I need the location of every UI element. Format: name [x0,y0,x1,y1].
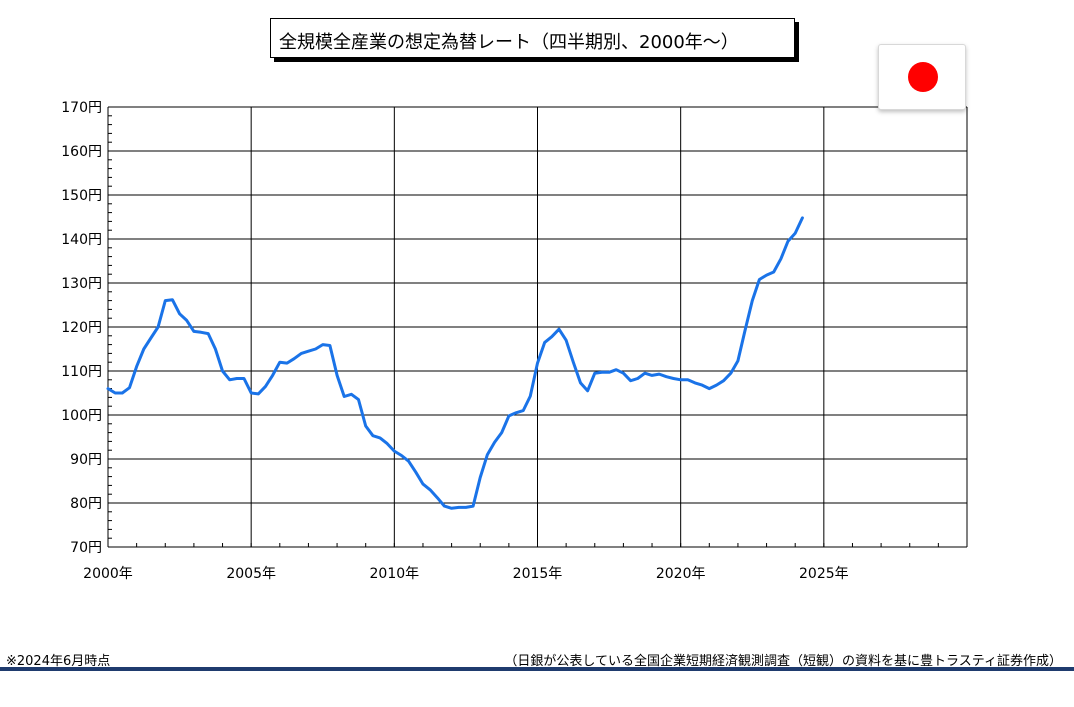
x-tick-label: 2015年 [513,566,563,582]
y-tick-label: 70円 [70,540,102,556]
y-tick-label: 150円 [61,188,102,204]
y-tick-label: 100円 [61,408,102,424]
y-tick-label: 140円 [61,232,102,248]
x-axis-ticks: 2000年 2005年 2010年 2015年 2020年 2025年 [83,566,848,582]
exchange-rate-line [106,216,804,510]
bottom-rule [0,667,1074,671]
x-tick-label: 2005年 [226,566,276,582]
y-tick-label: 130円 [61,276,102,292]
y-tick-label: 170円 [61,100,102,116]
japan-flag-icon [878,44,966,110]
grid [107,106,968,548]
y-tick-label: 120円 [61,320,102,336]
chart-title-box: 全規模全産業の想定為替レート（四半期別、2000年～） [270,18,795,58]
y-tick-label: 80円 [70,496,102,512]
y-axis-ticks: 70円 80円 90円 100円 110円 120円 130円 140円 150円 160円 170… [61,100,102,556]
flag-disc [908,62,938,92]
y-tick-label: 90円 [70,452,102,468]
y-tick-label: 110円 [61,364,102,380]
x-tick-label: 2010年 [370,566,420,582]
y-tick-label: 160円 [61,144,102,160]
x-tick-label: 2000年 [83,566,133,582]
source-note: （日銀が公表している全国企業短期経済観測調査（短観）の資料を基に豊トラスティ証券… [504,654,1062,669]
x-tick-label: 2025年 [799,566,849,582]
footnote: ※2024年6月時点 [6,654,111,669]
minor-ticks [107,106,968,548]
x-tick-label: 2020年 [656,566,706,582]
chart-title: 全規模全産業の想定為替レート（四半期別、2000年～） [279,32,739,53]
